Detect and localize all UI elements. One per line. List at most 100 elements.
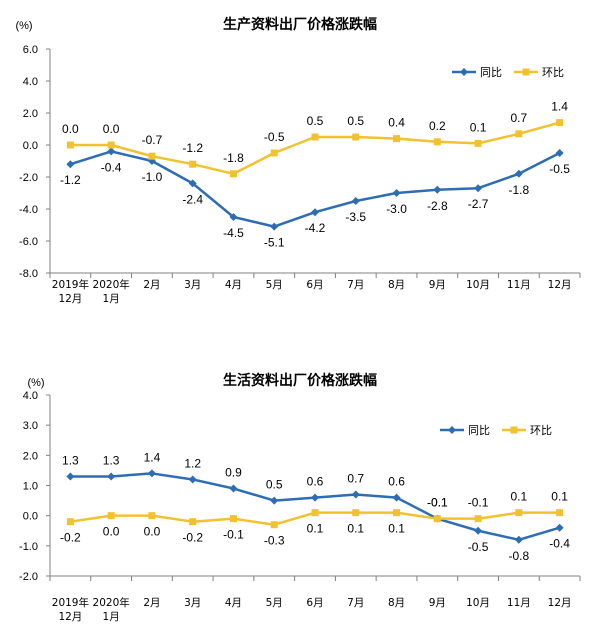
data-point [148, 512, 156, 520]
x-tick-label: 2月 [143, 279, 160, 291]
data-label: 0.0 [103, 525, 120, 539]
y-tick-label: 0.0 [23, 140, 38, 152]
legend-swatch-marker [510, 426, 518, 434]
data-point [229, 515, 237, 523]
data-label: 0.1 [511, 490, 528, 504]
data-point [515, 130, 523, 138]
data-label: -0.1 [427, 496, 448, 510]
data-point [555, 149, 564, 157]
x-tick-label: 12月 [548, 279, 572, 291]
legend-label: 同比 [480, 66, 502, 79]
data-point [392, 493, 401, 502]
x-tick-label: 7月 [347, 279, 364, 291]
data-point [270, 496, 279, 505]
data-point [147, 469, 156, 478]
data-point [270, 222, 279, 231]
data-point [229, 213, 238, 221]
data-point [514, 535, 523, 544]
y-tick-label: 0.0 [23, 511, 38, 523]
y-tick-label: -6.0 [19, 236, 38, 248]
x-tick-label: 1月 [103, 611, 120, 623]
data-point [188, 179, 197, 188]
data-point [189, 160, 197, 168]
legend-swatch-marker [448, 426, 456, 434]
y-tick-label: -1.0 [19, 541, 38, 553]
data-label: 0.9 [225, 466, 242, 480]
x-tick-label: 10月 [466, 279, 490, 291]
legend-label: 环比 [542, 66, 564, 79]
data-label: -5.1 [264, 236, 285, 250]
chart-title: 生产资料出厂价格涨跌幅 [223, 16, 377, 33]
data-label: -0.1 [223, 528, 244, 542]
x-tick-label: 10月 [466, 597, 490, 609]
x-tick-label: 11月 [507, 597, 531, 609]
data-point [474, 526, 483, 535]
x-tick-label: 12月 [58, 293, 82, 305]
data-point [270, 149, 278, 157]
series-2: 0.0 0.0 -0.7 -1.2 -1.8 -0.5 0.5 0.5 0.4 0.2 0.1 0.7… [62, 100, 568, 178]
data-label: -0.8 [509, 549, 530, 563]
y-tick-label: -8.0 [19, 268, 38, 280]
x-tick-label: 11月 [507, 279, 531, 291]
data-label: -0.5 [549, 162, 570, 176]
data-point [148, 152, 156, 160]
data-point [433, 185, 442, 194]
data-label: -2.8 [427, 199, 448, 213]
data-label: -1.0 [142, 170, 163, 184]
data-label: 1.3 [62, 453, 79, 467]
data-label: 0.0 [62, 122, 79, 136]
data-label: 0.6 [307, 475, 324, 489]
data-label: 0.1 [307, 522, 324, 536]
data-point [474, 184, 483, 193]
data-point [392, 189, 401, 197]
data-point [66, 518, 74, 526]
data-label: 0.1 [470, 120, 487, 134]
x-tick-label: 4月 [225, 597, 242, 609]
data-label: 0.7 [347, 472, 364, 486]
data-point [66, 141, 74, 149]
x-tick-label: 2019年 [52, 596, 89, 609]
data-point [433, 138, 441, 146]
legend-label: 环比 [530, 424, 552, 437]
y-tick-label: 2.0 [23, 450, 38, 462]
data-label: -1.8 [509, 183, 530, 197]
data-point [189, 518, 197, 526]
data-label: -0.2 [60, 531, 81, 545]
data-label: 0.6 [388, 475, 405, 489]
x-tick-label: 3月 [184, 597, 201, 609]
x-tick-label: 6月 [306, 597, 323, 609]
data-label: 0.0 [144, 525, 161, 539]
data-point [556, 509, 564, 517]
data-point [515, 509, 523, 517]
data-label: -1.2 [60, 173, 81, 187]
data-label: -0.5 [264, 130, 285, 144]
data-point [188, 475, 197, 484]
data-label: -0.1 [468, 496, 489, 510]
data-point [270, 521, 278, 529]
legend: 同比 环比 [452, 66, 564, 79]
data-point [107, 147, 116, 156]
data-point [352, 509, 360, 517]
x-tick-label: 1月 [103, 293, 120, 305]
data-label: 1.3 [103, 453, 120, 467]
x-tick-label: 4月 [225, 279, 242, 291]
x-tick-label: 5月 [266, 597, 283, 609]
data-label: 0.4 [388, 116, 405, 130]
legend: 同比 环比 [440, 424, 552, 437]
data-point [311, 133, 319, 141]
data-label: 0.1 [388, 522, 405, 536]
data-label: 0.5 [347, 114, 364, 128]
data-label: 0.1 [551, 490, 568, 504]
data-point [474, 139, 482, 147]
data-label: 0.1 [347, 522, 364, 536]
data-point [229, 484, 238, 493]
y-tick-label: 4.0 [23, 390, 38, 402]
data-label: -0.4 [101, 160, 122, 174]
y-tick-label: -2.0 [19, 172, 38, 184]
data-point [433, 515, 441, 523]
data-point [66, 472, 75, 481]
data-label: -0.7 [142, 133, 163, 147]
legend-label: 同比 [468, 424, 490, 437]
x-tick-label: 2020年 [93, 596, 130, 609]
